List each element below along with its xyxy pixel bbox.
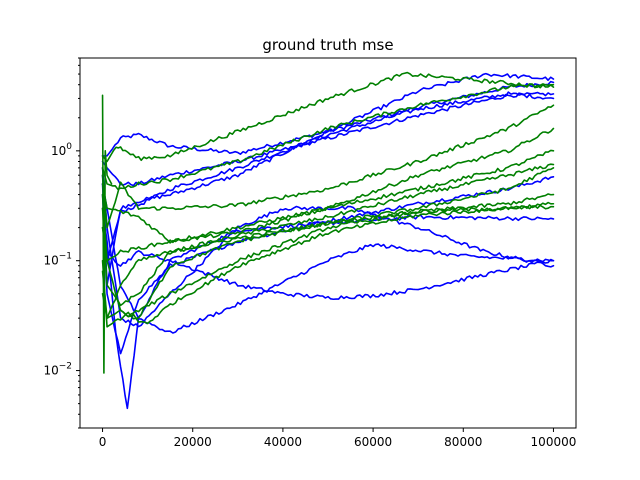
x-axis-ticks: 0 20000 40000 60000 80000 100000 <box>99 428 577 449</box>
series-line-blue-3 <box>101 72 555 286</box>
series-line-blue-5 <box>101 207 555 410</box>
series-line-green-16 <box>101 167 555 320</box>
x-tick-label: 100000 <box>531 435 577 449</box>
chart-title: ground truth mse <box>262 36 393 54</box>
series-line-blue-8 <box>101 183 555 334</box>
series-line-green-10 <box>101 71 555 163</box>
y-tick-label: 10−2 <box>43 362 72 378</box>
series-lines <box>101 71 555 410</box>
x-tick-label: 60000 <box>354 435 392 449</box>
y-axis-ticks: 10−2 10−1 100 <box>43 57 80 429</box>
axes-frame <box>79 57 577 429</box>
series-line-green-11 <box>101 83 555 191</box>
series-line-green-19 <box>101 204 555 319</box>
series-line-green-15 <box>101 163 555 307</box>
series-line-green-17 <box>101 193 555 328</box>
x-tick-label: 0 <box>99 435 107 449</box>
series-line-green-12 <box>101 104 555 229</box>
y-tick-label: 100 <box>51 142 72 158</box>
series-line-blue-1 <box>101 91 555 187</box>
x-tick-label: 80000 <box>444 435 482 449</box>
y-tick-label: 10−1 <box>43 252 72 268</box>
series-line-blue-2 <box>101 91 555 262</box>
series-line-blue-7 <box>101 226 555 301</box>
series-line-green-14 <box>101 149 555 262</box>
x-tick-label: 40000 <box>264 435 302 449</box>
x-tick-label: 20000 <box>174 435 212 449</box>
series-line-blue-4 <box>101 176 555 355</box>
series-line-green-18 <box>101 201 555 325</box>
